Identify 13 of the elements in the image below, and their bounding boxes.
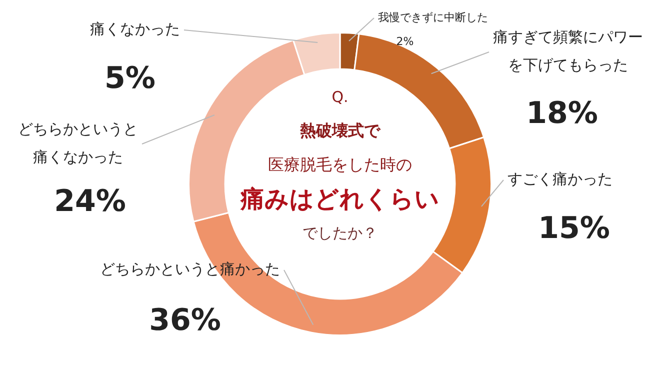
slice-label: どちらかというと痛かった — [100, 260, 280, 278]
slice-label: どちらかというと痛くなかった — [18, 120, 138, 166]
data-label: 24% — [54, 184, 126, 219]
slice-label: 痛くなかった — [90, 20, 180, 38]
slice-label: すごく痛かった — [508, 170, 612, 188]
text: Q.熱破壊式で医療脱毛をした時の痛みはどれくらいでしたか？ — [240, 87, 440, 244]
data-label: 2% — [396, 34, 414, 48]
data-label: 18% — [526, 96, 598, 131]
slice-label: 痛すぎて頻繁にパワーを下げてもらった — [493, 28, 643, 74]
data-label: 36% — [149, 302, 221, 338]
data-label: 5% — [104, 60, 156, 96]
slice-label: 我慢できずに中断した — [378, 10, 488, 24]
data-label: 15% — [538, 210, 610, 246]
